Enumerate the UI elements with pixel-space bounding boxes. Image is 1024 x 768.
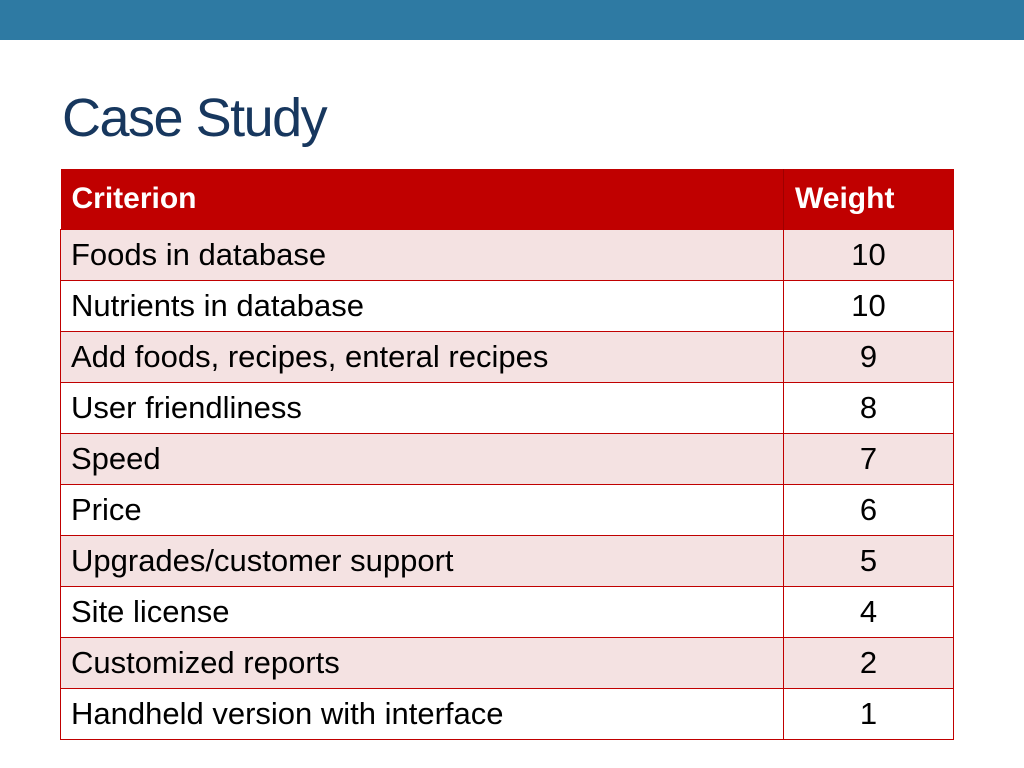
criterion-cell: Upgrades/customer support <box>60 534 784 587</box>
criterion-cell: Handheld version with interface <box>60 687 784 740</box>
top-accent-bar <box>0 0 1024 40</box>
table-row: Upgrades/customer support 5 <box>60 534 954 587</box>
header-row: Criterion Weight <box>60 169 954 229</box>
weight-cell: 9 <box>783 330 954 383</box>
weight-cell: 6 <box>783 483 954 536</box>
weight-cell: 4 <box>783 585 954 638</box>
criterion-cell: Site license <box>60 585 784 638</box>
criterion-cell: Add foods, recipes, enteral recipes <box>60 330 784 383</box>
criterion-cell: Nutrients in database <box>60 279 784 332</box>
criteria-table-container: Criterion Weight Foods in database 10 Nu… <box>60 169 954 740</box>
weight-cell: 10 <box>783 228 954 281</box>
table-body: Foods in database 10 Nutrients in databa… <box>60 228 954 740</box>
weight-cell: 2 <box>783 636 954 689</box>
table-row: Nutrients in database 10 <box>60 279 954 332</box>
criteria-table: Criterion Weight Foods in database 10 Nu… <box>60 169 954 740</box>
table-row: Speed 7 <box>60 432 954 485</box>
weight-cell: 5 <box>783 534 954 587</box>
table-header: Criterion Weight <box>60 169 954 229</box>
criterion-cell: User friendliness <box>60 381 784 434</box>
criterion-cell: Speed <box>60 432 784 485</box>
criterion-cell: Customized reports <box>60 636 784 689</box>
weight-cell: 1 <box>783 687 954 740</box>
table-row: User friendliness 8 <box>60 381 954 434</box>
criterion-cell: Price <box>60 483 784 536</box>
table-row: Add foods, recipes, enteral recipes 9 <box>60 330 954 383</box>
table-row: Customized reports 2 <box>60 636 954 689</box>
slide-title: Case Study <box>62 88 328 148</box>
weight-cell: 8 <box>783 381 954 434</box>
table-row: Price 6 <box>60 483 954 536</box>
criterion-cell: Foods in database <box>60 228 784 281</box>
weight-cell: 7 <box>783 432 954 485</box>
header-weight: Weight <box>783 169 954 229</box>
table-row: Handheld version with interface 1 <box>60 687 954 740</box>
weight-cell: 10 <box>783 279 954 332</box>
table-row: Foods in database 10 <box>60 228 954 281</box>
table-row: Site license 4 <box>60 585 954 638</box>
header-criterion: Criterion <box>60 169 784 229</box>
